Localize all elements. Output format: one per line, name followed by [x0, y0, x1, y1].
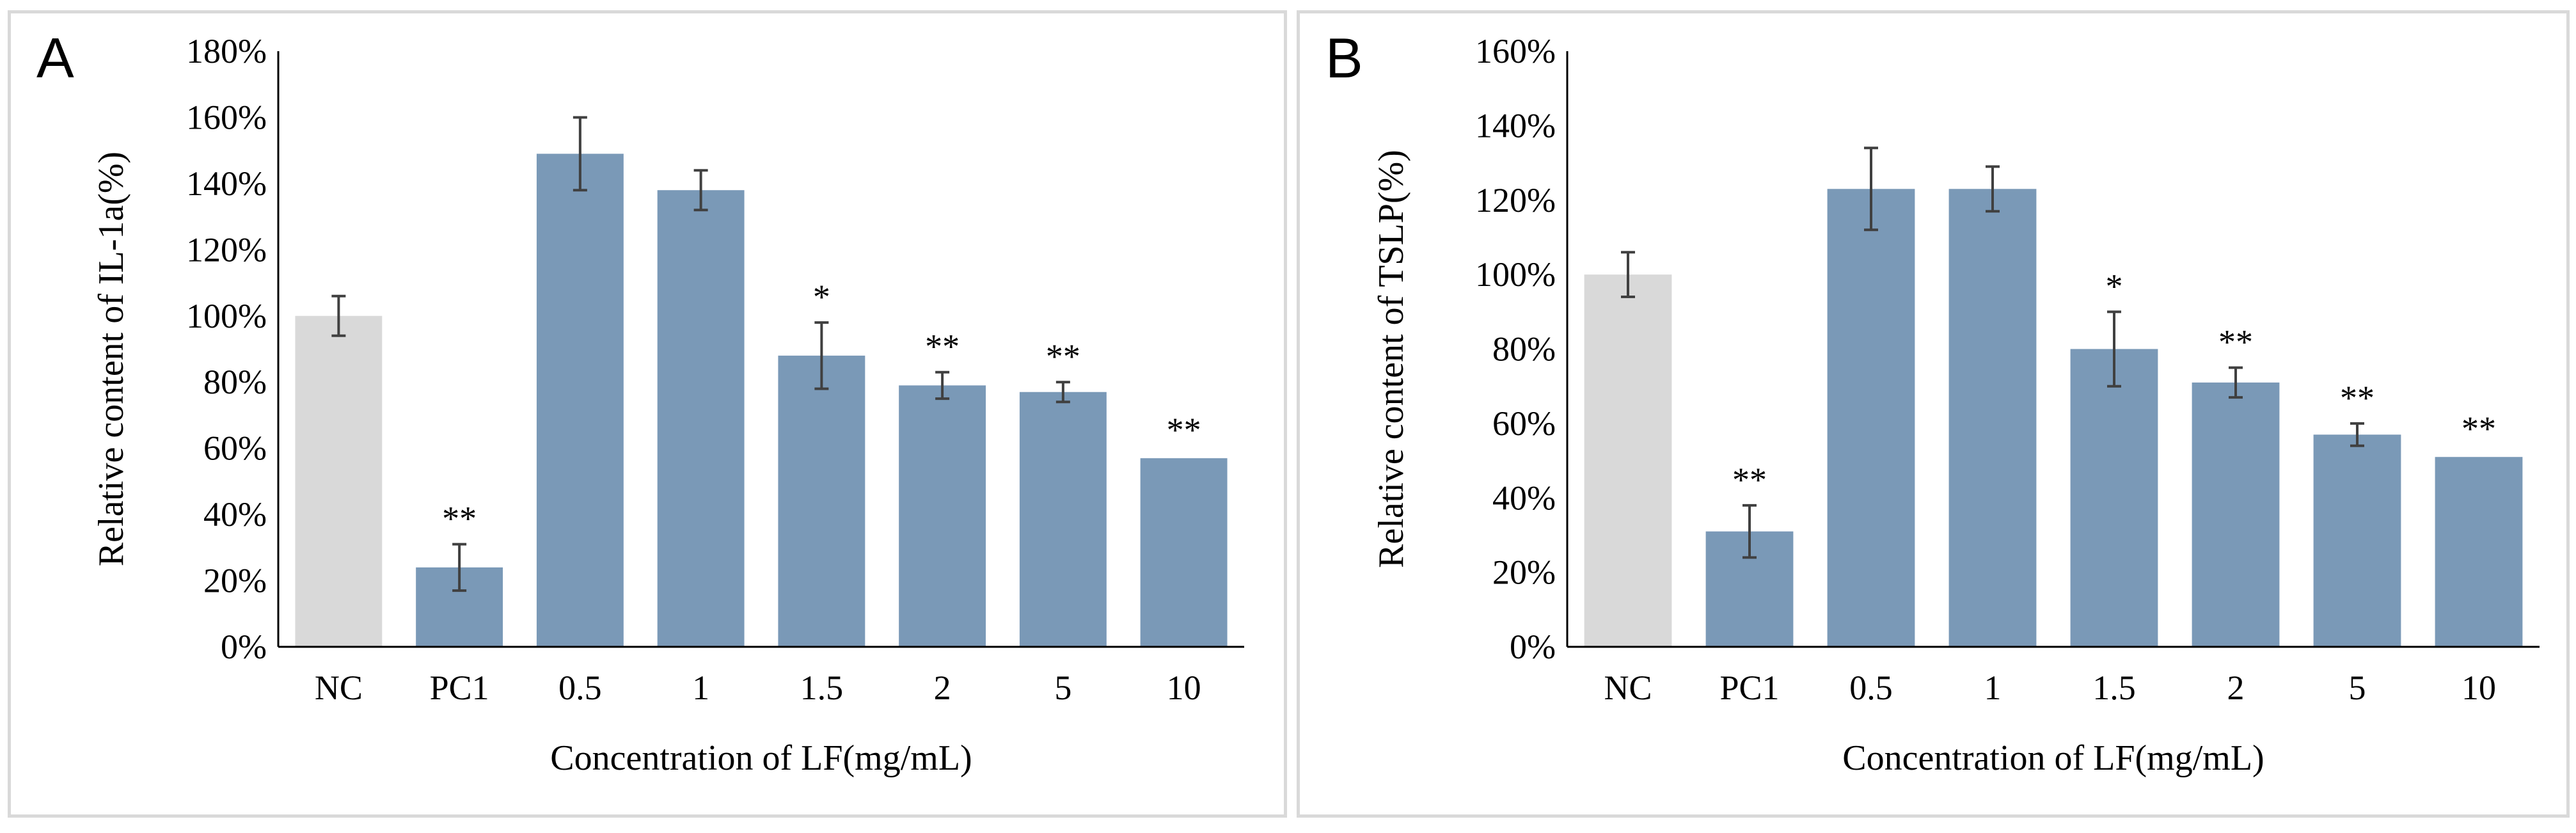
significance-mark-a: **	[1046, 337, 1080, 376]
chart-panel-a: A Relative content of IL-1a(%) Concentra…	[8, 10, 1287, 818]
x-tick-label-a: 1	[692, 669, 709, 707]
significance-mark-b: **	[2218, 323, 2253, 361]
bar-a	[536, 154, 624, 647]
y-tick-label-a: 60%	[203, 429, 267, 468]
y-tick-label-b: 80%	[1492, 330, 1556, 369]
bar-b	[1827, 189, 1915, 647]
bar-b	[1584, 274, 1672, 647]
chart-a-svg: A Relative content of IL-1a(%) Concentra…	[36, 26, 1244, 778]
x-tick-label-b: 1.5	[2092, 669, 2136, 707]
significance-mark-b: *	[2106, 267, 2123, 305]
bar-a	[899, 385, 986, 647]
bar-a	[1019, 392, 1107, 647]
x-tick-label-a: PC1	[430, 669, 489, 707]
x-tick-label-b: 5	[2349, 669, 2366, 707]
bar-b	[2313, 434, 2401, 647]
y-tick-label-a: 100%	[186, 297, 267, 335]
y-axis-title-b: Relative content of TSLP(%)	[1371, 150, 1411, 568]
x-axis-title-a: Concentration of LF(mg/mL)	[550, 738, 972, 778]
bar-a	[1140, 458, 1228, 647]
significance-mark-b: **	[2461, 409, 2496, 448]
x-tick-label-b: NC	[1604, 669, 1652, 707]
bar-b	[1948, 189, 2037, 647]
y-tick-label-a: 20%	[203, 562, 267, 600]
y-tick-label-a: 180%	[186, 32, 267, 70]
x-tick-label-a: NC	[315, 669, 363, 707]
significance-mark-a: **	[1167, 411, 1201, 449]
significance-mark-a: **	[442, 500, 477, 538]
x-tick-label-a: 0.5	[558, 669, 602, 707]
bar-a	[295, 315, 383, 647]
significance-mark-b: **	[1732, 461, 1767, 499]
y-tick-label-b: 140%	[1475, 106, 1556, 145]
significance-mark-a: **	[925, 328, 960, 366]
bar-b	[2192, 382, 2280, 647]
y-tick-label-b: 60%	[1492, 404, 1556, 443]
x-tick-label-a: 5	[1054, 669, 1071, 707]
y-tick-label-a: 0%	[221, 628, 267, 666]
y-tick-label-a: 120%	[186, 230, 267, 269]
chart-b-svg: B Relative content of TSLP(%) Concentrat…	[1325, 26, 2540, 778]
x-tick-label-b: PC1	[1719, 669, 1779, 707]
y-tick-label-b: 20%	[1492, 553, 1556, 592]
y-tick-label-a: 80%	[203, 363, 267, 401]
panel-label-b: B	[1325, 26, 1363, 90]
x-tick-label-b: 2	[2227, 669, 2245, 707]
x-tick-label-b: 10	[2461, 669, 2496, 707]
x-tick-label-a: 2	[934, 669, 951, 707]
y-tick-label-a: 160%	[186, 98, 267, 136]
y-tick-label-b: 40%	[1492, 479, 1556, 517]
x-tick-label-a: 10	[1167, 669, 1201, 707]
significance-mark-b: **	[2340, 379, 2375, 417]
y-tick-label-b: 100%	[1475, 255, 1556, 294]
x-axis-title-b: Concentration of LF(mg/mL)	[1842, 738, 2264, 778]
x-tick-label-a: 1.5	[800, 669, 844, 707]
y-tick-label-b: 160%	[1475, 32, 1556, 70]
y-tick-label-a: 140%	[186, 164, 267, 203]
panel-label-a: A	[36, 26, 74, 90]
bar-b	[2435, 457, 2523, 647]
bar-a	[778, 355, 865, 647]
x-tick-label-b: 1	[1984, 669, 2002, 707]
y-axis-title-a: Relative content of IL-1a(%)	[91, 152, 131, 566]
bar-b	[2070, 349, 2158, 647]
y-tick-label-a: 40%	[203, 495, 267, 534]
bar-a	[657, 190, 745, 647]
y-tick-label-b: 120%	[1475, 181, 1556, 219]
y-tick-label-b: 0%	[1510, 628, 1556, 666]
x-tick-label-b: 0.5	[1849, 669, 1893, 707]
significance-mark-a: *	[813, 278, 830, 316]
chart-panel-b: B Relative content of TSLP(%) Concentrat…	[1297, 10, 2570, 818]
